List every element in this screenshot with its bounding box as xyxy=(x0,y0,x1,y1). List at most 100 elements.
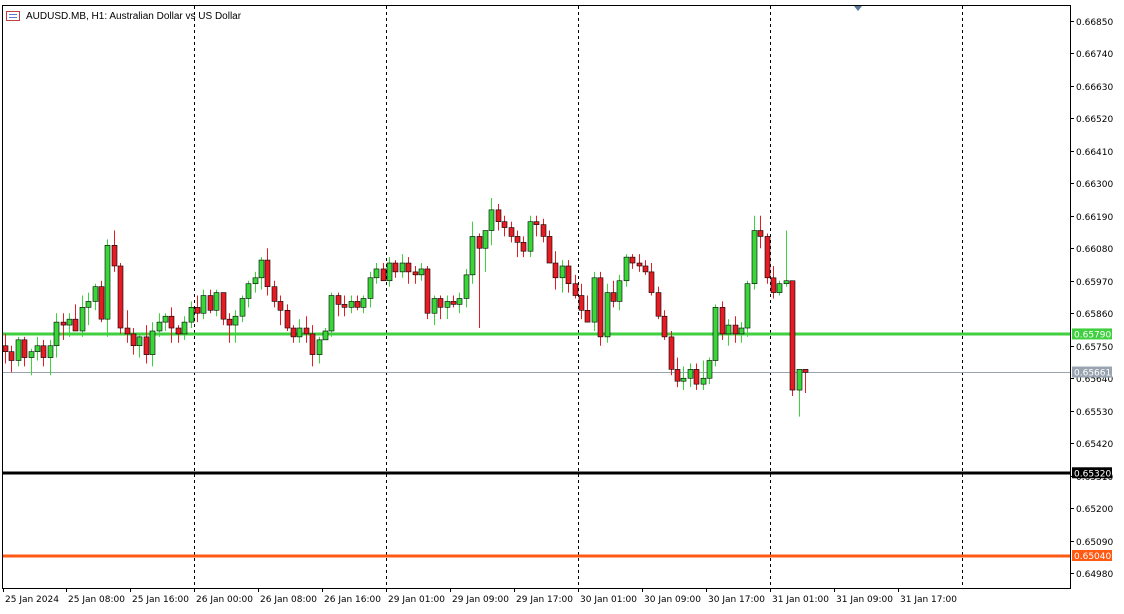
candle-body xyxy=(488,209,495,231)
candle xyxy=(552,251,559,290)
candle-body xyxy=(130,333,137,347)
y-tick-label: 0.64980 xyxy=(1076,570,1113,580)
candle-body xyxy=(124,327,131,335)
candle xyxy=(636,254,643,272)
candle xyxy=(476,233,483,329)
candle xyxy=(540,218,547,243)
candle-body xyxy=(136,336,143,347)
candle xyxy=(501,215,508,237)
candle-body xyxy=(194,307,201,314)
candle-body xyxy=(412,271,419,276)
candle-body xyxy=(642,265,649,273)
chart-frame xyxy=(2,5,1071,589)
candle xyxy=(680,366,687,391)
candle-body xyxy=(533,221,540,225)
candle xyxy=(725,319,732,346)
candle xyxy=(591,271,598,331)
candle xyxy=(738,322,745,343)
candle-body xyxy=(418,268,425,276)
candle-body xyxy=(802,369,809,373)
price-axis[interactable]: 0.66850 0.66740 0.66630 0.66520 0.66410 0.663… xyxy=(1070,18,1113,580)
candle-body xyxy=(648,271,655,293)
candle xyxy=(700,360,707,391)
candle xyxy=(463,268,470,308)
time-axis[interactable]: 25 Jan 2024 25 Jan 08:00 25 Jan 16:00 26 Ja… xyxy=(3,588,958,605)
candle-body xyxy=(399,262,406,273)
candle-body xyxy=(495,209,502,222)
candle xyxy=(220,292,227,326)
candle xyxy=(584,295,591,323)
candle xyxy=(284,304,291,331)
candle xyxy=(136,333,143,358)
candle-body xyxy=(85,301,92,308)
candle-body xyxy=(290,327,297,338)
x-tick-label: 29 Jan 17:00 xyxy=(516,595,573,605)
candle xyxy=(360,295,367,314)
candle-body xyxy=(72,318,79,332)
candle xyxy=(92,283,99,311)
candle-body xyxy=(53,321,60,347)
candle xyxy=(418,263,425,281)
candle xyxy=(111,230,118,272)
chart-title: AUDUSD.MB, H1: Australian Dollar vs US D… xyxy=(26,10,242,22)
candle-body xyxy=(674,369,681,382)
candle-body xyxy=(98,286,105,320)
candle-body xyxy=(732,324,739,335)
candle xyxy=(508,221,515,243)
price-level-label-bg xyxy=(1072,328,1112,340)
candle xyxy=(764,233,771,284)
candle-body xyxy=(584,309,591,323)
candle-body xyxy=(8,351,15,361)
candle-body xyxy=(79,307,86,332)
candle xyxy=(424,265,431,320)
candle xyxy=(770,265,777,299)
candle-body xyxy=(725,324,732,335)
candle xyxy=(258,257,265,290)
candle-body xyxy=(463,274,470,299)
candle-body xyxy=(591,277,598,323)
candle xyxy=(405,257,412,284)
price-level-label-bg xyxy=(1072,467,1112,479)
candle xyxy=(60,313,67,340)
candle xyxy=(565,260,572,293)
candle-body xyxy=(565,265,572,285)
candle xyxy=(316,336,323,364)
candle-body xyxy=(751,230,758,285)
candle xyxy=(796,369,803,417)
candle-body xyxy=(738,327,745,335)
scroll-marker-icon[interactable] xyxy=(854,6,862,11)
candle-body xyxy=(572,283,579,296)
candle xyxy=(104,239,111,337)
candle xyxy=(34,336,41,361)
candle xyxy=(783,230,790,287)
candle xyxy=(335,292,342,317)
candle xyxy=(341,295,348,317)
candle xyxy=(239,295,246,323)
candle-body xyxy=(303,327,310,335)
candle-body xyxy=(501,221,508,228)
candles xyxy=(2,198,809,417)
candle xyxy=(706,357,713,385)
candle xyxy=(226,313,233,343)
candle xyxy=(559,260,566,293)
candle xyxy=(802,369,809,394)
candle-body xyxy=(392,262,399,273)
candle xyxy=(572,274,579,299)
candle-body xyxy=(610,292,617,302)
candle-body xyxy=(789,280,796,391)
candle xyxy=(156,313,163,337)
candle xyxy=(303,316,310,343)
x-tick-label: 30 Jan 09:00 xyxy=(644,595,701,605)
candle xyxy=(668,330,675,376)
candle-body xyxy=(220,292,227,320)
candle xyxy=(380,263,387,282)
candle-body xyxy=(578,295,585,311)
candle-body xyxy=(162,315,169,323)
candle-body xyxy=(258,259,265,279)
candle-body xyxy=(757,230,764,237)
candle xyxy=(456,292,463,314)
candle-body xyxy=(386,262,393,282)
y-tick-label: 0.66190 xyxy=(1076,213,1113,223)
